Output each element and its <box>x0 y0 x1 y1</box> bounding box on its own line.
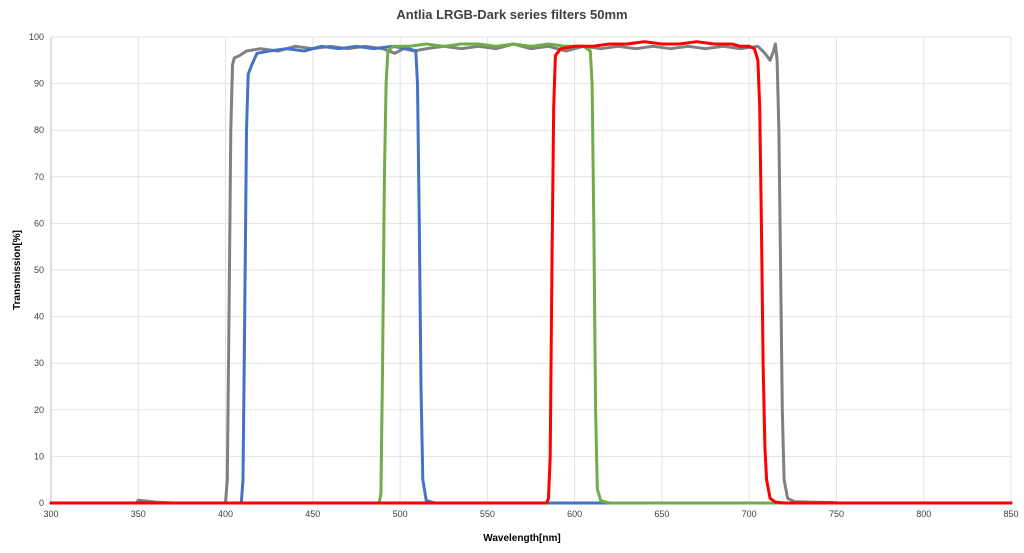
x-tick-label: 850 <box>1003 509 1018 519</box>
x-tick-label: 300 <box>43 509 58 519</box>
tick-labels: 0 10 20 30 40 50 60 70 80 90 100 300 350 400 450 500 550… <box>29 32 1019 519</box>
series-line-1 <box>49 42 1013 505</box>
x-tick-label: 450 <box>305 509 320 519</box>
y-axis-title: Transmission[%] <box>12 230 23 310</box>
x-tick-label: 750 <box>829 509 844 519</box>
y-tick-label: 60 <box>34 218 44 228</box>
series-line-3 <box>49 42 1013 505</box>
x-tick-label: 500 <box>393 509 408 519</box>
x-tick-label: 700 <box>742 509 757 519</box>
x-tick-label: 800 <box>916 509 931 519</box>
y-tick-label: 80 <box>34 125 44 135</box>
x-tick-label: 650 <box>654 509 669 519</box>
y-tick-label: 10 <box>34 451 44 461</box>
series-line-2 <box>49 44 1013 505</box>
x-tick-label: 350 <box>131 509 146 519</box>
x-tick-label: 400 <box>218 509 233 519</box>
y-tick-label: 90 <box>34 79 44 89</box>
y-tick-label: 40 <box>34 312 44 322</box>
y-tick-label: 20 <box>34 405 44 415</box>
chart-title: Antlia LRGB-Dark series filters 50mm <box>396 7 627 22</box>
x-tick-label: 600 <box>567 509 582 519</box>
y-tick-label: 70 <box>34 172 44 182</box>
series-layer <box>49 40 1013 505</box>
y-tick-label: 0 <box>39 498 44 508</box>
y-tick-label: 30 <box>34 358 44 368</box>
x-axis-title: Wavelength[nm] <box>483 533 560 544</box>
series-line-4 <box>49 40 1013 505</box>
x-tick-label: 550 <box>480 509 495 519</box>
grid <box>51 36 1012 503</box>
y-tick-label: 50 <box>34 265 44 275</box>
y-tick-label: 100 <box>29 32 44 42</box>
